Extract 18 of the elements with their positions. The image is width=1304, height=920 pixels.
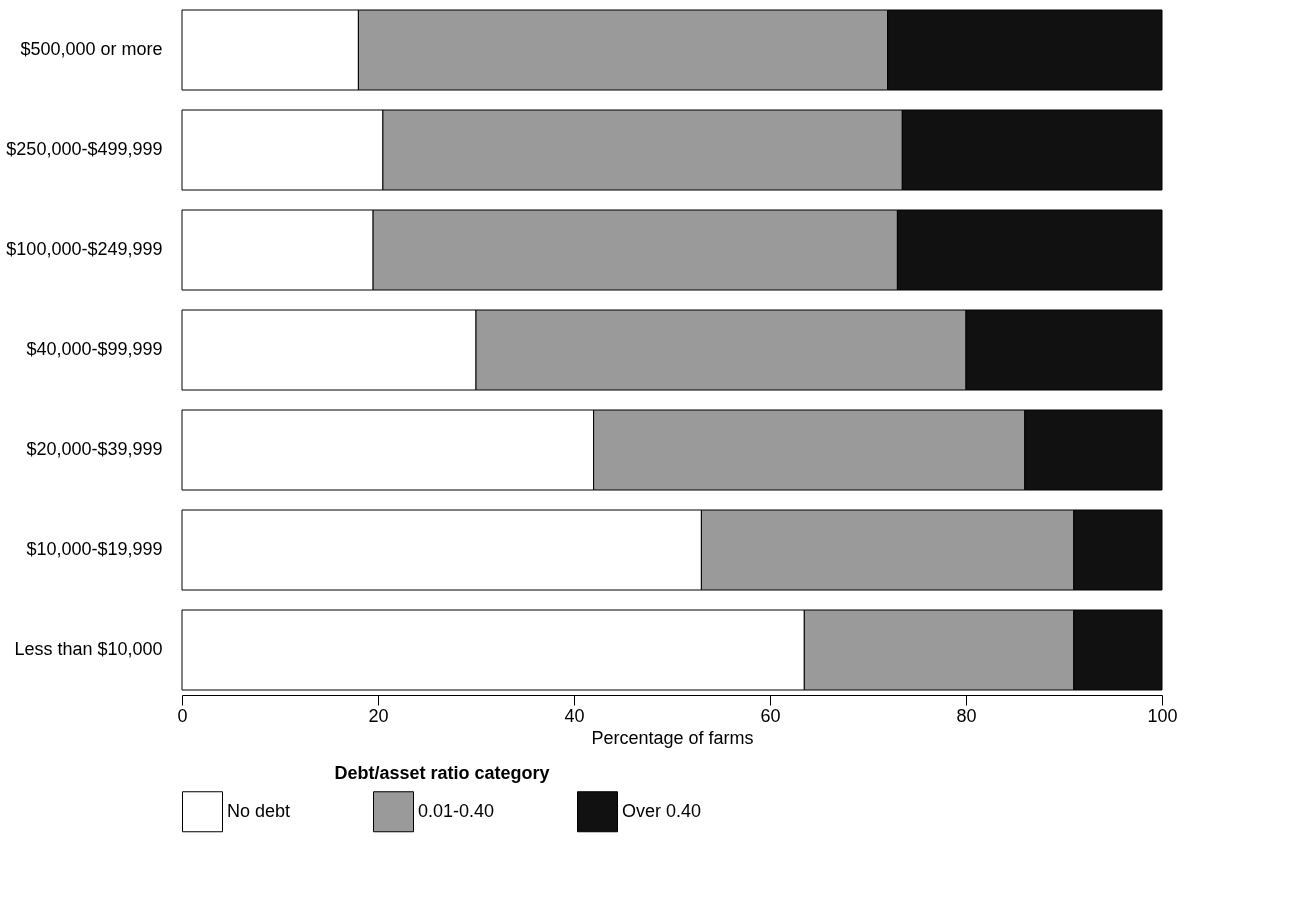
legend-label: No debt: [227, 800, 291, 821]
legend-label: Over 0.40: [622, 800, 702, 821]
x-tick-label: 80: [956, 705, 977, 726]
x-tick-label: 0: [177, 705, 188, 726]
y-tick-label: $500,000 or more: [20, 39, 163, 59]
y-tick-label: Less than $10,000: [14, 639, 163, 659]
x-tick-label: 60: [760, 705, 781, 726]
y-tick-label: $100,000-$249,999: [6, 239, 163, 259]
y-tick-label: $40,000-$99,999: [26, 339, 163, 359]
x-axis-title: Percentage of farms: [591, 727, 754, 748]
legend-label: 0.01-0.40: [418, 800, 495, 821]
y-tick-label: $250,000-$499,999: [6, 139, 163, 159]
x-tick-label: 20: [368, 705, 389, 726]
x-tick-label: 100: [1147, 705, 1178, 726]
y-tick-label: $10,000-$19,999: [26, 539, 163, 559]
legend-title: Debt/asset ratio category: [334, 763, 550, 783]
y-tick-label: $20,000-$39,999: [26, 439, 163, 459]
x-tick-label: 40: [564, 705, 585, 726]
